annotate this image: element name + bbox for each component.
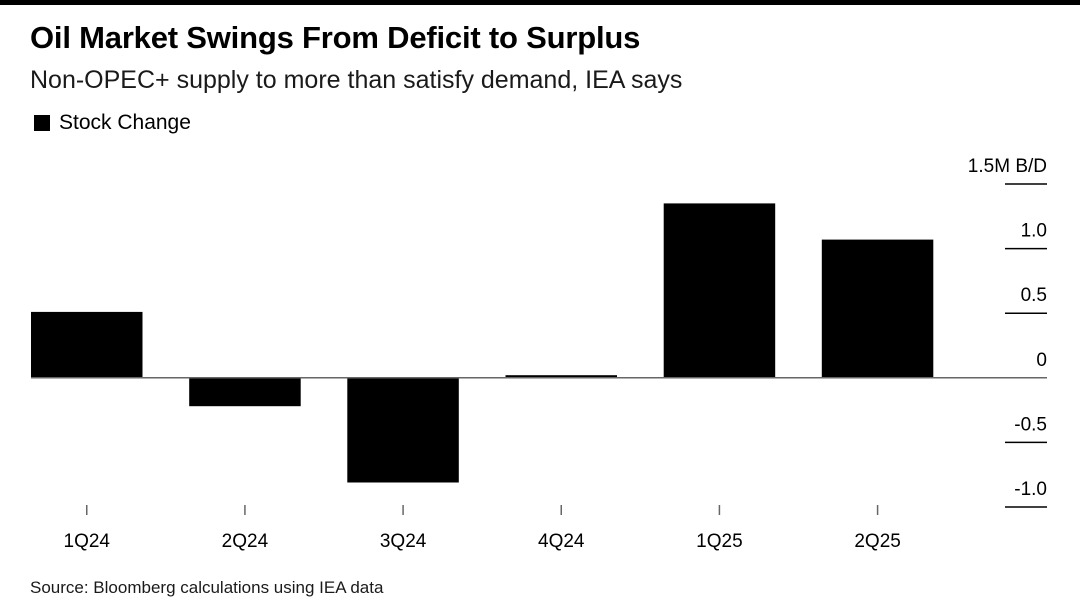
x-tick-label: 4Q24 xyxy=(538,531,585,552)
source-note: Source: Bloomberg calculations using IEA… xyxy=(30,578,384,597)
y-tick-label: 0 xyxy=(1036,350,1047,371)
x-axis-group: 1Q24 2Q24 3Q24 4Q24 1Q25 2Q25 xyxy=(64,505,901,552)
bar-1q25 xyxy=(663,203,776,378)
y-tick-label: 1.0 xyxy=(1021,221,1047,242)
x-tick-label: 2Q24 xyxy=(222,531,269,552)
y-tick-label: 1.5M B/D xyxy=(968,156,1047,177)
x-tick-label: 2Q25 xyxy=(854,531,900,552)
bar-chart: 1.5M B/D 1.0 0.5 0 -0.5 -1.0 1Q24 2Q24 3Q24 4Q24… xyxy=(31,156,1047,552)
y-tick-label: 0.5 xyxy=(1021,285,1047,306)
x-tick-label: 3Q24 xyxy=(380,531,427,552)
y-axis-group: 1.5M B/D 1.0 0.5 0 -0.5 -1.0 xyxy=(968,156,1047,508)
bars-group xyxy=(31,203,934,483)
y-tick-label: -0.5 xyxy=(1014,414,1047,435)
x-tick-label: 1Q25 xyxy=(696,531,742,552)
x-tick-label: 1Q24 xyxy=(64,531,111,552)
legend-swatch xyxy=(34,115,50,131)
bar-3q24 xyxy=(347,377,459,483)
legend: Stock Change xyxy=(34,111,191,135)
chart-subtitle: Non-OPEC+ supply to more than satisfy de… xyxy=(30,66,683,94)
bar-2q24 xyxy=(189,377,301,407)
top-rule xyxy=(0,0,1080,5)
bar-2q25 xyxy=(821,239,934,378)
bar-1q24 xyxy=(31,311,143,378)
legend-label: Stock Change xyxy=(59,111,191,134)
chart-title: Oil Market Swings From Deficit to Surplu… xyxy=(30,20,641,55)
bar-4q24 xyxy=(505,375,617,378)
y-tick-label: -1.0 xyxy=(1014,479,1047,500)
